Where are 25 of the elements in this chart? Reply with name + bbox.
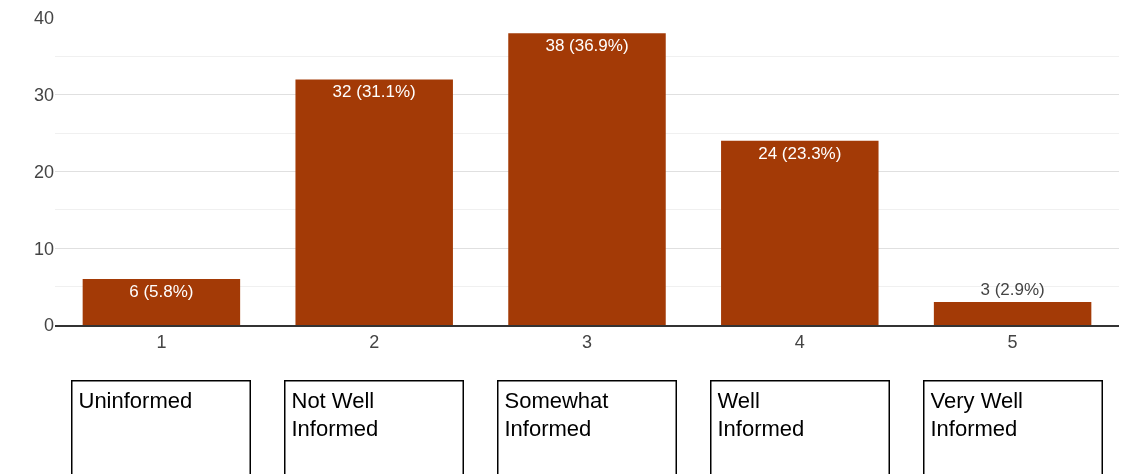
- bar: [295, 79, 453, 325]
- y-tick-label: 20: [33, 161, 54, 182]
- text: Uninformed: [78, 387, 193, 413]
- x-tick-label: 1: [156, 332, 167, 353]
- x-tick-label: 5: [1007, 332, 1018, 353]
- y-tick-label: 30: [33, 85, 54, 106]
- text: Not Well Informed: [291, 387, 379, 442]
- data-label: 38 (36.9%): [545, 36, 629, 56]
- y-tick-label: 10: [33, 238, 54, 259]
- x-tick-label: 4: [794, 332, 805, 353]
- bar: [508, 33, 666, 325]
- text: Very Well Informed: [930, 387, 1024, 442]
- bar: [82, 278, 241, 325]
- text: Somewhat Informed: [504, 387, 609, 442]
- data-label: 24 (23.3%): [758, 143, 842, 163]
- y-tick-label: 0: [43, 315, 54, 336]
- data-label: 3 (2.9%): [980, 279, 1045, 299]
- x-tick-label: 2: [369, 332, 380, 353]
- text: Well Informed: [717, 387, 805, 442]
- data-label: 32 (31.1%): [332, 82, 416, 102]
- y-tick-label: 40: [33, 8, 54, 29]
- data-label: 6 (5.8%): [129, 281, 194, 301]
- x-tick-label: 3: [581, 332, 593, 353]
- bar: [721, 140, 879, 325]
- bar: [933, 301, 1092, 325]
